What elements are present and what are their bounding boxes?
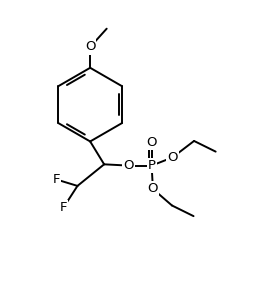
Text: F: F [53, 173, 60, 186]
Text: O: O [123, 159, 134, 172]
Text: O: O [85, 41, 96, 54]
Text: P: P [148, 159, 156, 172]
Text: O: O [167, 151, 178, 164]
Text: O: O [148, 183, 158, 196]
Text: O: O [146, 136, 157, 149]
Text: F: F [60, 201, 67, 214]
